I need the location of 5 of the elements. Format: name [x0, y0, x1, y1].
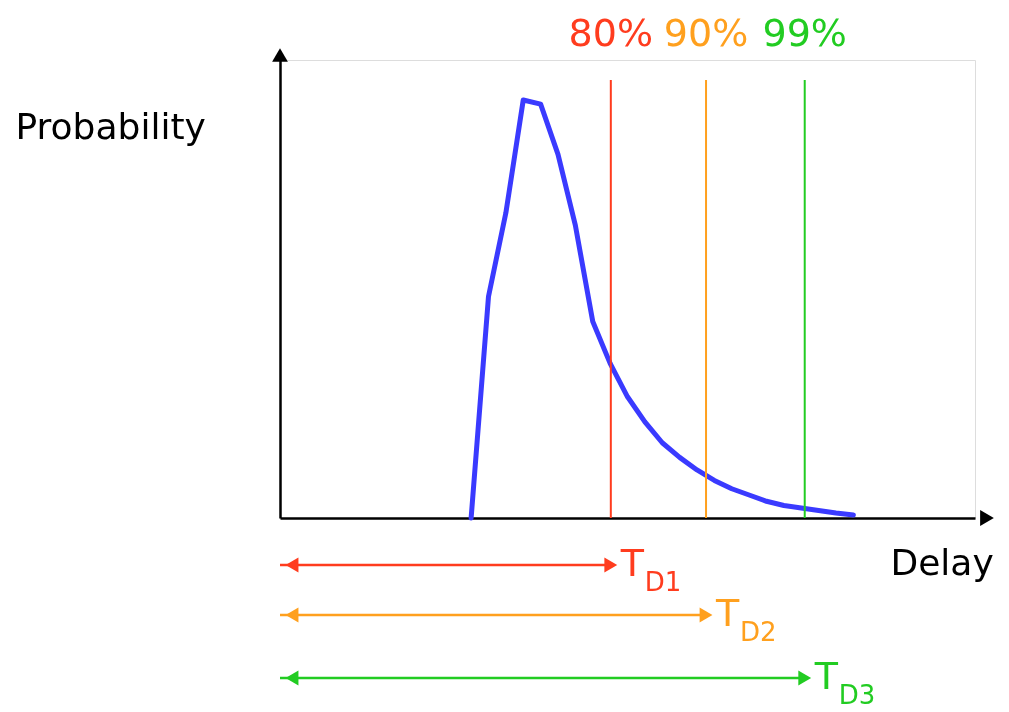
text: 80%	[568, 11, 654, 55]
text: 99%	[762, 11, 847, 55]
y-axis-title: Probability	[15, 105, 206, 147]
text: 90%	[663, 11, 749, 55]
x-axis-title: Delay	[890, 541, 994, 583]
